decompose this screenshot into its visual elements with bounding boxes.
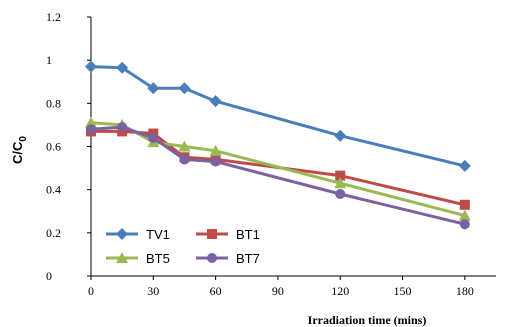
data-point-bt5 [458,209,471,221]
data-point-bt7 [117,122,128,133]
data-point-bt5 [178,140,191,152]
data-point-tv1 [147,82,160,95]
legend-entry-bt7: BT7 [196,251,260,266]
data-point-bt7 [459,219,470,230]
series-tv1 [85,60,471,172]
y-tick-label: 1 [46,53,52,67]
x-axis-label: Irradiation time (mins) [308,313,427,327]
legend-label: BT1 [236,227,260,242]
data-point-bt7 [86,124,96,135]
data-point-bt7 [335,188,346,199]
x-tick-label: 0 [88,284,94,298]
series-layer [85,60,471,230]
legend-entry-tv1: TV1 [106,227,170,242]
x-tick-label: 90 [272,284,284,298]
y-tick-label: 1.2 [46,10,61,24]
legend-marker-tv1 [116,228,128,240]
series-bt7 [86,122,470,230]
data-point-tv1 [116,61,129,74]
x-tick-label: 120 [331,284,349,298]
data-point-tv1 [458,159,471,172]
legend: TV1 BT1 BT5 BT7 [106,227,260,266]
data-point-bt7 [179,154,190,165]
y-tick-label: 0.2 [46,226,61,240]
axes: 0 0.2 0.4 0.6 0.8 1 1.2 0 30 60 90 120 150 180 [46,10,496,298]
data-point-bt5 [209,144,222,156]
legend-marker-bt1 [207,229,217,239]
y-tick-label: 0.6 [46,140,61,154]
data-point-tv1 [209,95,222,108]
x-tick-label: 30 [147,284,159,298]
data-point-tv1 [85,60,97,73]
data-point-tv1 [178,82,191,95]
legend-label: BT5 [146,251,170,266]
data-point-bt7 [148,132,159,143]
y-tick-label: 0.8 [46,96,61,110]
data-point-bt1 [335,170,346,181]
legend-entry-bt1: BT1 [196,227,260,242]
legend-entry-bt5: BT5 [106,251,170,266]
data-point-bt1 [459,199,470,210]
legend-label: TV1 [146,227,170,242]
series-line-tv1 [90,65,466,168]
y-tick-label: 0.4 [46,183,61,197]
legend-marker-bt5 [116,252,128,263]
x-tick-label: 150 [394,284,412,298]
data-point-bt7 [210,156,221,167]
data-point-tv1 [334,129,347,142]
series-line-bt7 [90,125,466,226]
legend-label: BT7 [236,251,260,266]
x-tick-label: 180 [456,284,474,298]
y-axis-label: C/C0 [10,136,29,164]
data-point-bt5 [334,177,347,189]
x-tick-label: 60 [210,284,222,298]
data-point-bt5 [85,116,97,128]
legend-marker-bt7 [207,253,217,263]
y-tick-label: 0 [46,269,52,283]
